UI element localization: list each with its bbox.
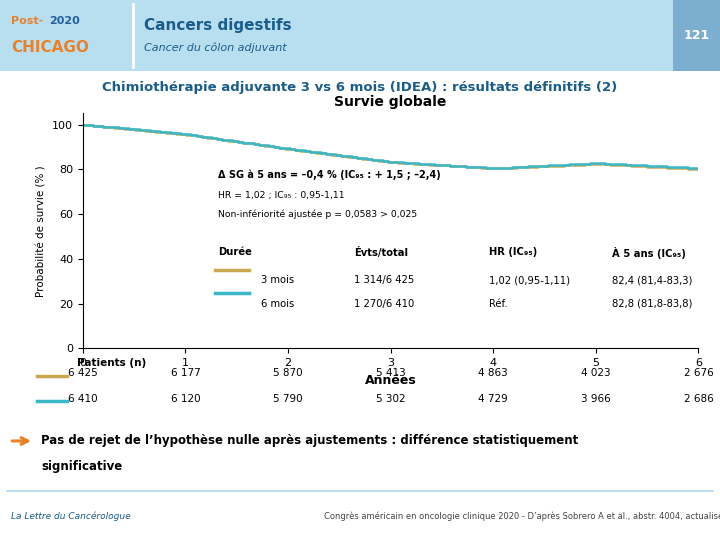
Text: 82,4 (81,4-83,3): 82,4 (81,4-83,3) [612, 275, 693, 286]
Text: 6 425: 6 425 [68, 368, 98, 378]
Text: 5 413: 5 413 [376, 368, 405, 378]
Text: 2 676: 2 676 [683, 368, 714, 378]
Text: CHICAGO: CHICAGO [11, 40, 89, 55]
Text: 3 966: 3 966 [581, 394, 611, 404]
Text: Durée: Durée [218, 247, 252, 257]
Text: significative: significative [41, 460, 122, 473]
Text: Δ SG à 5 ans = –0,4 % (IC₉₅ : + 1,5 ; –2,4): Δ SG à 5 ans = –0,4 % (IC₉₅ : + 1,5 ; –2… [218, 170, 441, 180]
Text: Cancer du côlon adjuvant: Cancer du côlon adjuvant [144, 43, 287, 53]
Text: HR = 1,02 ; IC₉₅ : 0,95-1,11: HR = 1,02 ; IC₉₅ : 0,95-1,11 [218, 191, 345, 200]
Text: 4 729: 4 729 [478, 394, 508, 404]
Text: Pas de rejet de l’hypothèse nulle après ajustements : différence statistiquement: Pas de rejet de l’hypothèse nulle après … [41, 435, 578, 448]
Text: Patients (n): Patients (n) [76, 357, 146, 368]
Text: La Lettre du Cancérologue: La Lettre du Cancérologue [11, 511, 130, 521]
Bar [673, 0, 720, 71]
Text: Post-: Post- [11, 16, 43, 25]
Text: 6 120: 6 120 [171, 394, 200, 404]
Text: Congrès américain en oncologie clinique 2020 - D’après Sobrero A et al., abstr. : Congrès américain en oncologie clinique … [324, 511, 720, 521]
Title: Survie globale: Survie globale [334, 96, 447, 110]
Text: Non-infériorité ajustée p = 0,0583 > 0,025: Non-infériorité ajustée p = 0,0583 > 0,0… [218, 210, 418, 219]
Text: 1 314/6 425: 1 314/6 425 [354, 275, 414, 286]
Text: 6 410: 6 410 [68, 394, 98, 404]
Text: HR (IC₉₅): HR (IC₉₅) [489, 247, 537, 257]
Text: 4 863: 4 863 [478, 368, 508, 378]
Text: 4 023: 4 023 [581, 368, 611, 378]
Text: Réf.: Réf. [489, 299, 508, 309]
Text: Évts/total: Évts/total [354, 247, 408, 258]
Text: 6 mois: 6 mois [261, 299, 294, 309]
Text: 6 177: 6 177 [171, 368, 200, 378]
Text: 1,02 (0,95-1,11): 1,02 (0,95-1,11) [489, 275, 570, 286]
Text: 5 870: 5 870 [273, 368, 303, 378]
Text: 5 790: 5 790 [273, 394, 303, 404]
Text: Chimiothérapie adjuvante 3 vs 6 mois (IDEA) : résultats définitifs (2): Chimiothérapie adjuvante 3 vs 6 mois (ID… [102, 80, 618, 94]
Text: 121: 121 [684, 29, 710, 42]
Text: 1 270/6 410: 1 270/6 410 [354, 299, 414, 309]
Text: Cancers digestifs: Cancers digestifs [144, 18, 292, 33]
Text: 82,8 (81,8-83,8): 82,8 (81,8-83,8) [612, 299, 693, 309]
Text: 2 686: 2 686 [683, 394, 714, 404]
Y-axis label: Probabilité de survie (% ): Probabilité de survie (% ) [37, 165, 47, 296]
X-axis label: Années: Années [365, 374, 416, 387]
Text: 3 mois: 3 mois [261, 275, 294, 286]
Text: À 5 ans (IC₉₅): À 5 ans (IC₉₅) [612, 247, 686, 259]
Text: 2020: 2020 [49, 16, 80, 25]
Text: 5 302: 5 302 [376, 394, 405, 404]
